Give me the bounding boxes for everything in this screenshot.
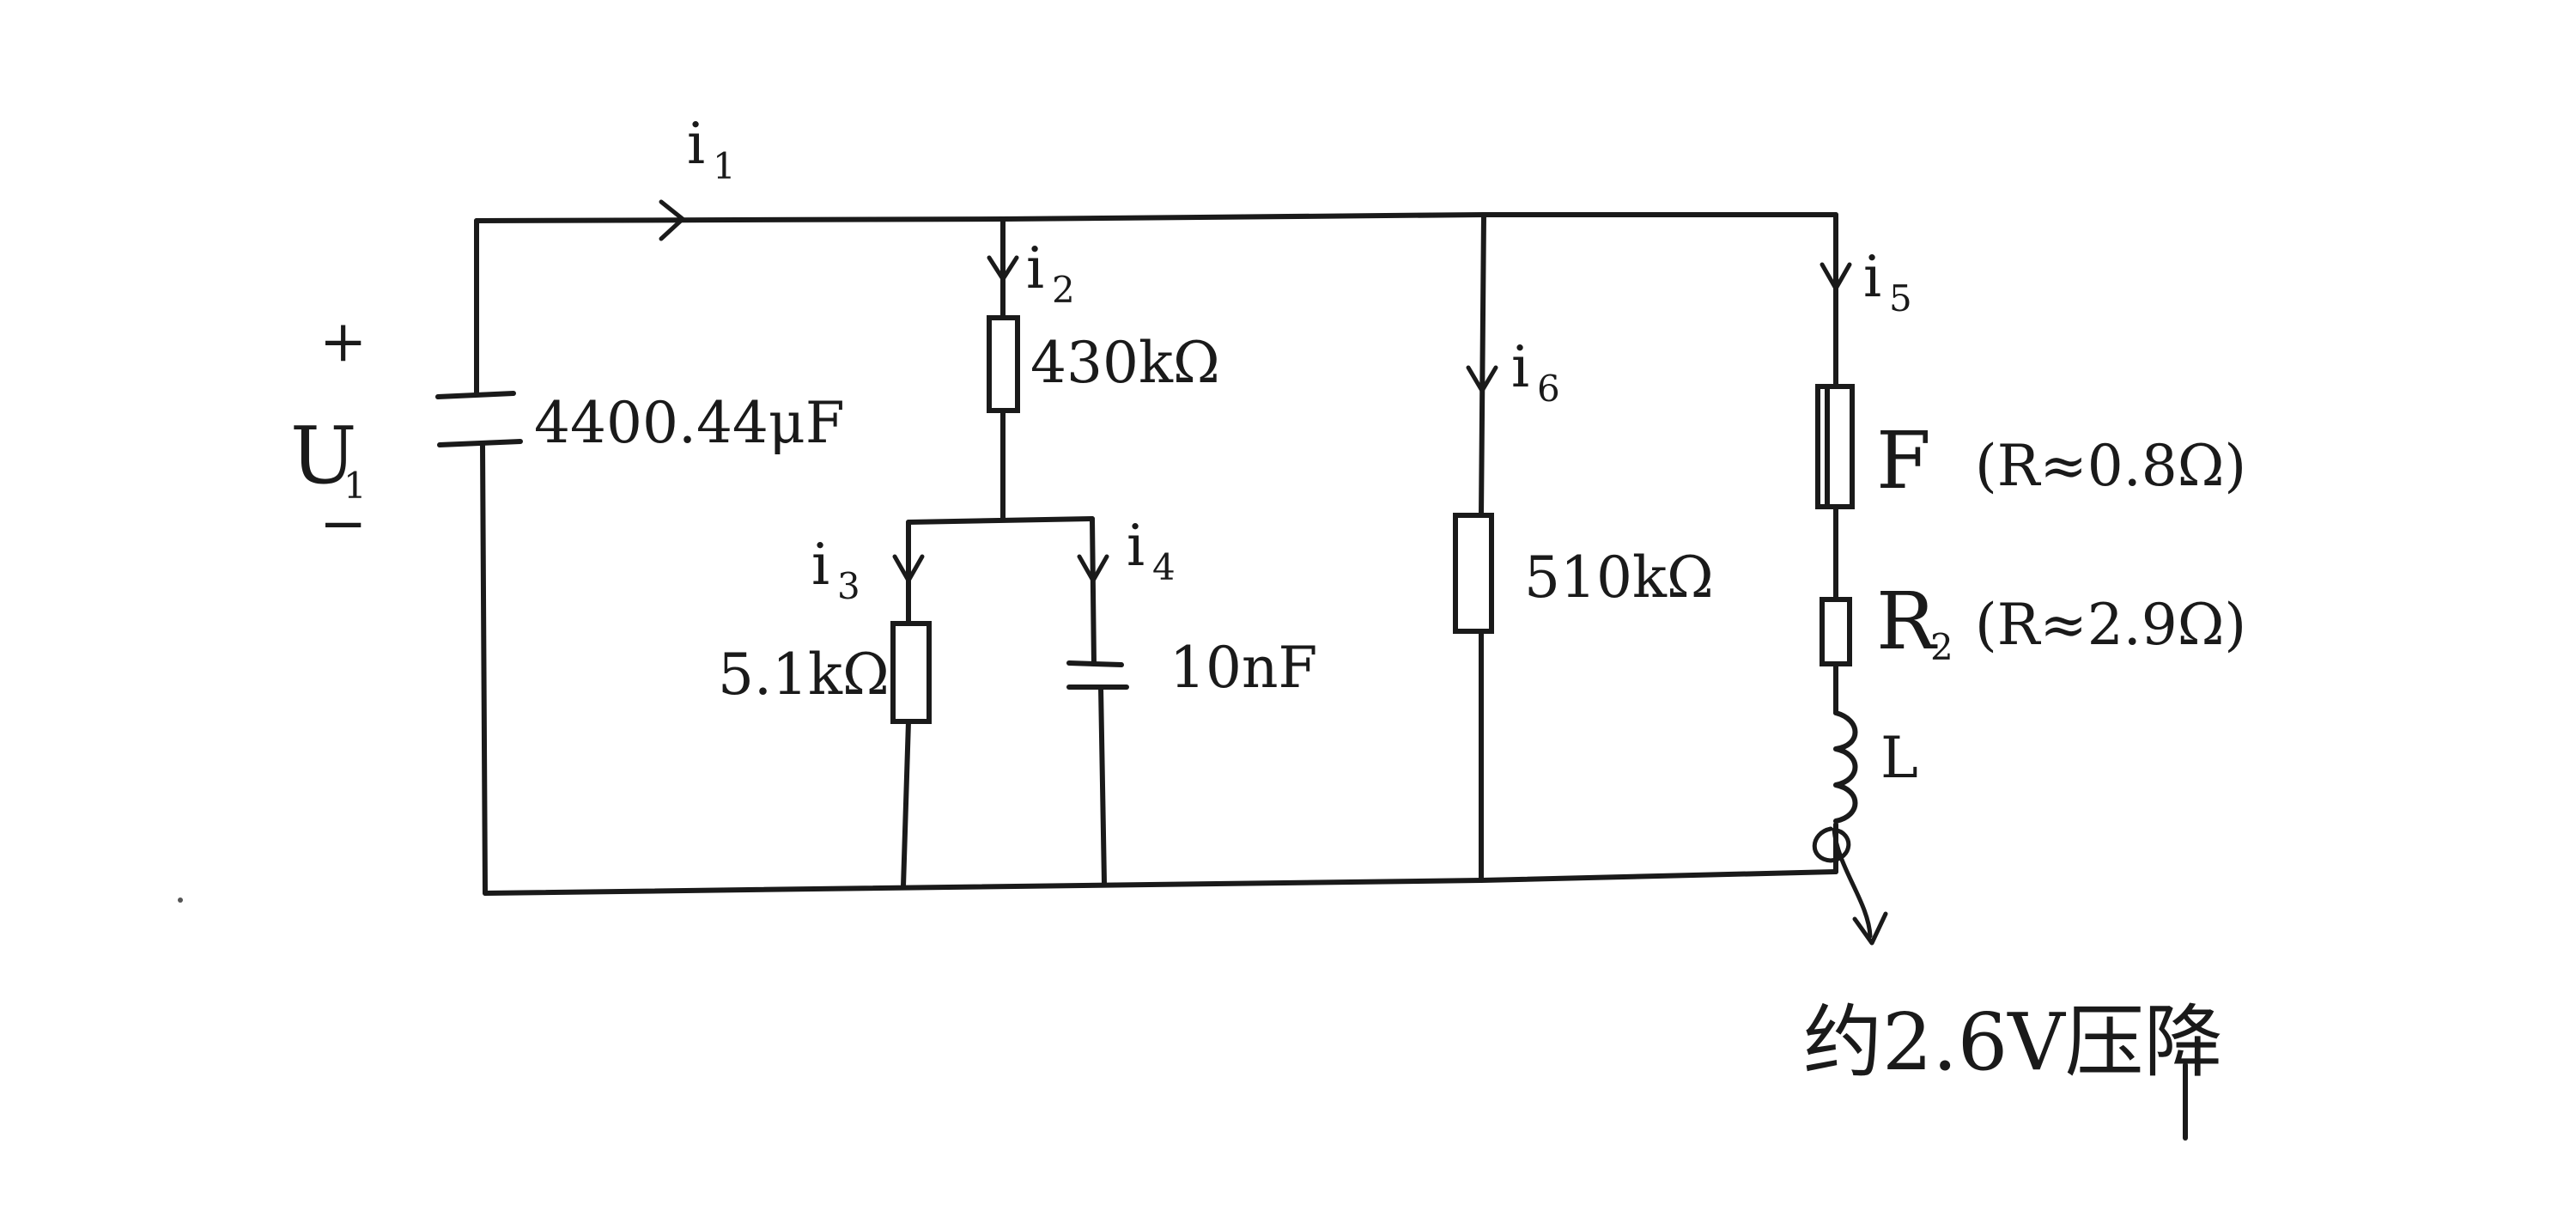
current-arrow-i2 bbox=[987, 255, 1019, 282]
current-label-i2-sub: 2 bbox=[1052, 269, 1075, 311]
current-label-i6-symbol: i bbox=[1511, 334, 1529, 400]
c1-value-label: 4400.44μF bbox=[534, 390, 845, 456]
voltage-drop-annotation: 约2.6V压降 bbox=[1803, 996, 2223, 1088]
split-node-wire bbox=[906, 516, 1095, 525]
current-arrow-i3 bbox=[892, 554, 925, 583]
c1-branch-wire-bottom bbox=[480, 442, 488, 896]
current-label-i4-sub: 4 bbox=[1152, 546, 1176, 588]
r510-branch-wire-top bbox=[1479, 212, 1486, 518]
current-label-i3-sub: 3 bbox=[837, 565, 860, 607]
source-plus-sign: + bbox=[319, 308, 367, 374]
current-label-i6-sub: 6 bbox=[1537, 368, 1560, 410]
c10n-branch-wire-top bbox=[1090, 516, 1097, 666]
stray-dot bbox=[178, 897, 183, 903]
current-arrow-i1 bbox=[659, 199, 685, 241]
r5k1-value-label: 5.1kΩ bbox=[718, 642, 890, 708]
r5k1-branch-wire-bottom bbox=[901, 719, 911, 889]
bottom-rail-wire bbox=[483, 869, 1838, 896]
c1-capacitor-plate-bottom bbox=[437, 439, 523, 447]
current-label-i2-symbol: i bbox=[1026, 235, 1044, 301]
drop-annotation-arrowhead bbox=[1852, 911, 1888, 946]
r2-label: R bbox=[1876, 575, 1938, 667]
c1-capacitor-plate-top bbox=[435, 391, 516, 399]
inductor-coil bbox=[1833, 710, 1858, 824]
current-arrow-i6 bbox=[1466, 365, 1498, 393]
c10n-branch-wire-bottom bbox=[1098, 685, 1107, 885]
r2-subscript: 2 bbox=[1930, 626, 1953, 668]
fuse-resistance-note: (R≈0.8Ω) bbox=[1975, 433, 2246, 499]
r2-resistor bbox=[1820, 597, 1852, 666]
current-arrow-i5 bbox=[1820, 262, 1852, 291]
current-label-i5-symbol: i bbox=[1863, 244, 1881, 310]
r2-resistance-note: (R≈2.9Ω) bbox=[1975, 592, 2246, 658]
current-label-i3-symbol: i bbox=[811, 532, 829, 598]
r430-resistor bbox=[987, 315, 1020, 413]
drop-annotation-loop bbox=[1812, 826, 1873, 939]
r5k1-resistor bbox=[890, 621, 932, 724]
current-label-i4-symbol: i bbox=[1127, 513, 1145, 579]
source-name: U bbox=[290, 410, 357, 502]
r510-value-text: 510kΩ bbox=[1524, 545, 1714, 611]
source-subscript: 1 bbox=[343, 465, 367, 507]
source-minus-sign: − bbox=[319, 490, 367, 557]
r430-value-label: 430kΩ bbox=[1030, 330, 1220, 396]
fuse-body bbox=[1815, 384, 1855, 509]
inductor-label: L bbox=[1880, 725, 1918, 791]
r510-resistor bbox=[1453, 513, 1494, 634]
top-rail-wire bbox=[474, 212, 1838, 223]
current-arrow-i4 bbox=[1077, 554, 1109, 583]
current-label-i1-symbol: i bbox=[687, 111, 705, 177]
c10n-value-label: 10nF bbox=[1170, 635, 1317, 701]
current-label-i5-sub: 5 bbox=[1889, 277, 1912, 319]
c10n-capacitor-plate-top bbox=[1066, 660, 1124, 667]
current-label-i1-sub: 1 bbox=[713, 145, 736, 187]
fuse-label: F bbox=[1876, 415, 1931, 507]
